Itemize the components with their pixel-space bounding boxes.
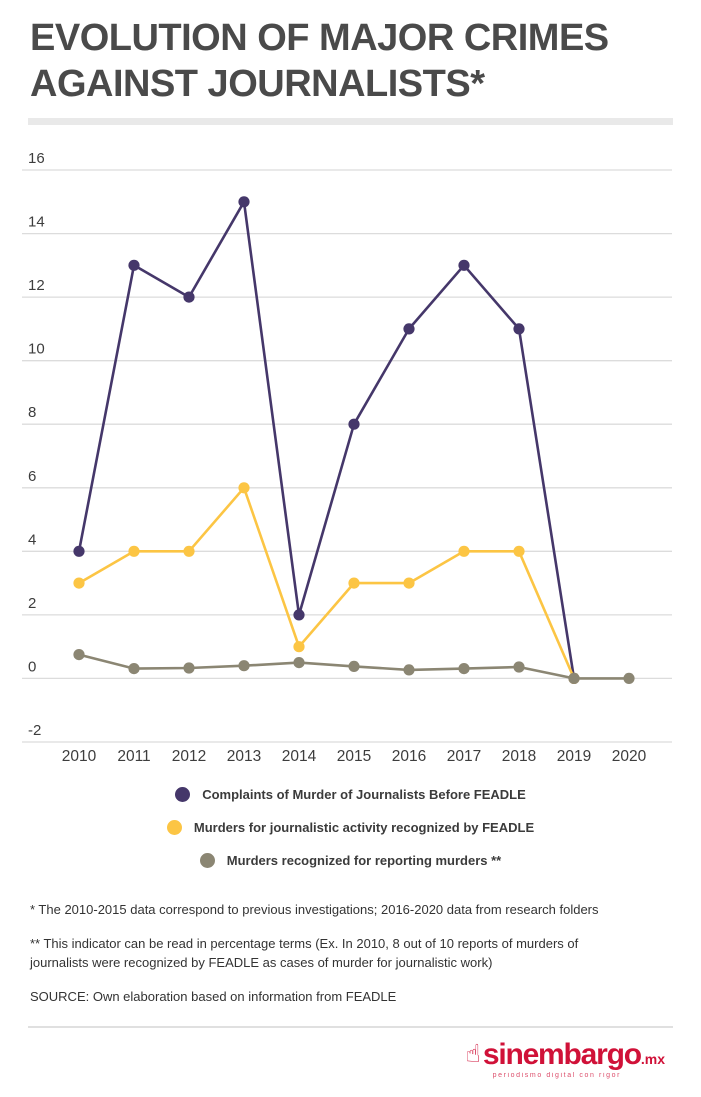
y-tick-label: 2 xyxy=(28,595,36,612)
data-point xyxy=(348,577,360,589)
data-point xyxy=(348,418,360,430)
data-point xyxy=(238,196,250,208)
data-point xyxy=(403,323,415,335)
x-tick-label: 2015 xyxy=(337,748,371,765)
data-point xyxy=(73,545,85,557)
y-tick-label: 0 xyxy=(28,658,36,675)
series-2 xyxy=(73,649,635,685)
x-tick-label: 2016 xyxy=(392,748,426,765)
sinembargo-logo: ☝ sinembargo .mx periodismo digital con … xyxy=(466,1040,665,1080)
data-point xyxy=(73,577,85,589)
data-point xyxy=(183,545,195,557)
data-point xyxy=(183,662,195,674)
pointing-hand-icon: ☝ xyxy=(465,1038,481,1068)
data-point xyxy=(293,657,305,669)
x-axis-labels: 2010 2011 2012 2013 2014 2015 2016 2017 2018 2019… xyxy=(62,748,647,765)
data-point xyxy=(183,291,195,303)
legend-dot-icon xyxy=(166,820,182,835)
bottom-divider xyxy=(28,1026,673,1028)
y-tick-label: 16 xyxy=(28,150,45,167)
legend-label: Complaints of Murder of Journalists Befo… xyxy=(202,787,526,802)
data-point xyxy=(128,259,140,271)
data-point xyxy=(458,259,470,271)
data-point xyxy=(293,641,305,653)
footnote-1: * The 2010-2015 data correspond to previ… xyxy=(30,902,599,917)
page-title: EVOLUTION OF MAJOR CRIMES AGAINST JOURNA… xyxy=(30,17,609,105)
data-point xyxy=(238,482,250,494)
data-point xyxy=(403,664,415,676)
x-tick-label: 2013 xyxy=(227,748,261,765)
legend-item-0: Complaints of Murder of Journalists Befo… xyxy=(175,784,526,805)
footnotes: * The 2010-2015 data correspond to previ… xyxy=(30,901,640,1006)
legend-dot-icon xyxy=(199,853,215,868)
data-point xyxy=(458,545,470,557)
y-axis-labels: 16 14 12 10 8 6 4 2 0 -2 xyxy=(28,150,45,739)
data-point xyxy=(513,323,525,335)
logo-tld-text: .mx xyxy=(640,1051,665,1067)
x-tick-label: 2018 xyxy=(502,748,536,765)
series-0 xyxy=(73,196,580,685)
legend-dot-icon xyxy=(175,787,191,802)
data-point xyxy=(568,672,580,685)
x-tick-label: 2014 xyxy=(282,748,317,765)
y-tick-label: 8 xyxy=(28,404,36,421)
x-tick-label: 2019 xyxy=(557,748,591,765)
title-divider xyxy=(28,118,673,125)
logo-brand-text: sinembargo xyxy=(482,1038,642,1071)
x-tick-label: 2010 xyxy=(62,748,97,765)
logo-row: ☝ sinembargo .mx xyxy=(466,1040,665,1070)
series-line xyxy=(77,200,576,680)
data-point xyxy=(403,577,415,589)
y-tick-label: 6 xyxy=(28,468,36,485)
data-point xyxy=(348,660,360,673)
x-tick-label: 2012 xyxy=(172,748,206,765)
legend-item-2: Murders recognized for reporting murders… xyxy=(199,850,502,871)
data-point xyxy=(293,609,305,621)
series-1 xyxy=(73,482,580,685)
data-point xyxy=(513,661,525,673)
data-point xyxy=(623,672,635,685)
y-tick-label: 4 xyxy=(28,531,36,548)
logo-tagline: periodismo digital con rigor xyxy=(492,1072,622,1079)
data-point xyxy=(128,663,140,675)
y-tick-label: 12 xyxy=(28,277,45,294)
data-point xyxy=(238,660,250,672)
legend-item-1: Murders for journalistic activity recogn… xyxy=(166,817,535,838)
data-point xyxy=(128,545,140,557)
gridlines xyxy=(22,169,672,743)
legend-label: Murders for journalistic activity recogn… xyxy=(193,820,535,835)
x-tick-label: 2020 xyxy=(612,748,647,765)
y-tick-label: -2 xyxy=(28,722,41,739)
legend-label: Murders recognized for reporting murders… xyxy=(226,853,502,868)
data-point xyxy=(458,663,470,675)
data-point xyxy=(73,649,85,661)
source-note: SOURCE: Own elaboration based on informa… xyxy=(30,988,397,1004)
y-tick-label: 14 xyxy=(28,214,45,231)
y-tick-label: 10 xyxy=(28,341,45,358)
data-point xyxy=(513,545,525,557)
x-tick-label: 2011 xyxy=(117,748,150,765)
series-line xyxy=(77,486,576,680)
x-tick-label: 2017 xyxy=(447,748,481,765)
chart-legend: Complaints of Murder of Journalists Befo… xyxy=(0,784,701,871)
footnote-2: ** This indicator can be read in percent… xyxy=(30,935,579,970)
